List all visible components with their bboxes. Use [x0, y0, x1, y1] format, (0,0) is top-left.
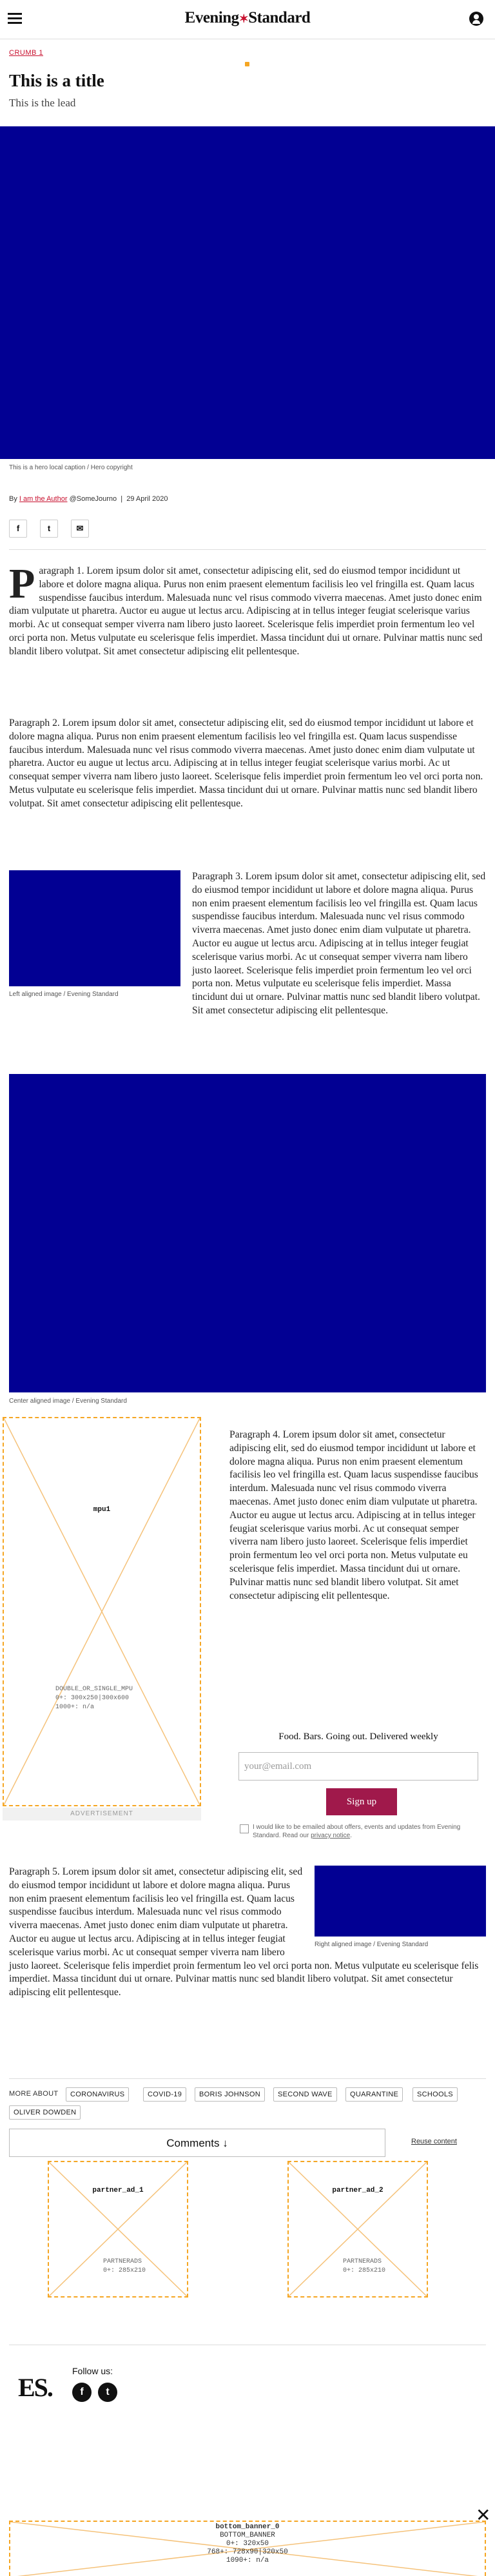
divider	[9, 2078, 486, 2079]
privacy-notice-link[interactable]: privacy notice	[311, 1832, 351, 1839]
partner-ad-2-name: partner_ad_2	[332, 2187, 383, 2194]
advertisement-label: ADVERTISEMENT	[70, 1810, 133, 1817]
bottom-banner-specs: bottom_banner_0 BOTTOM_BANNER 0+: 320x50…	[10, 2523, 485, 2565]
ad-placeholder-cross	[10, 2522, 485, 2576]
article-lead: This is the lead	[9, 97, 76, 109]
tag-quarantine[interactable]: QUARANTINE	[345, 2087, 403, 2102]
comments-label: Comments	[166, 2137, 220, 2149]
partner-ad-1[interactable]: partner_ad_1 PARTNERADS 0+: 285x210	[48, 2161, 188, 2298]
paragraph-4: Paragraph 4. Lorem ipsum dolor sit amet,…	[229, 1429, 478, 1601]
paragraph-5-text: Paragraph 5. Lorem ipsum dolor sit amet,…	[9, 1866, 479, 1998]
bottom-banner-spec-1: BOTTOM_BANNER	[220, 2532, 275, 2539]
sign-up-button[interactable]: Sign up	[326, 1788, 397, 1815]
site-logo[interactable]: Evening✶Standard	[184, 9, 311, 26]
hero-image	[0, 126, 495, 459]
email-icon[interactable]: ✉	[71, 520, 89, 538]
consent-copy: I would like to be emailed about offers,…	[253, 1824, 461, 1839]
mpu-ad[interactable]: mpu1 DOUBLE_OR_SINGLE_MPU 0+: 300x250|30…	[3, 1417, 201, 1806]
tag-oliver-dowden[interactable]: OLIVER DOWDEN	[9, 2105, 81, 2120]
drop-cap: P	[9, 560, 35, 607]
bottom-banner-name: bottom_banner_0	[215, 2523, 280, 2531]
ad-placeholder-cross	[289, 2162, 427, 2296]
bottom-banner-spec-4: 1090+: n/a	[226, 2557, 269, 2564]
reuse-content-link[interactable]: Reuse content	[411, 2138, 457, 2145]
arrow-down-icon: ↓	[222, 2137, 228, 2149]
center-aligned-image	[9, 1074, 486, 1392]
hero-caption: This is a hero local caption / Hero copy…	[9, 464, 133, 471]
mpu-spec-1: DOUBLE_OR_SINGLE_MPU	[55, 1686, 133, 1693]
bottom-banner-spec-3: 768+: 728x90|320x50	[207, 2548, 288, 2556]
byline-separator: |	[121, 495, 123, 503]
consent-end: .	[350, 1832, 352, 1839]
mpu-spec-3: 1000+: n/a	[55, 1704, 95, 1711]
partner-ad-1-spec-2: 0+: 285x210	[103, 2267, 146, 2274]
mpu-name: mpu1	[93, 1506, 111, 1514]
paragraph-3-text: Paragraph 3. Lorem ipsum dolor sit amet,…	[192, 871, 486, 1016]
paragraph-2: Paragraph 2. Lorem ipsum dolor sit amet,…	[9, 717, 483, 809]
left-image-caption: Left aligned image / Evening Standard	[9, 991, 119, 998]
ad-label-bar	[3, 1808, 201, 1820]
ad-marker	[245, 62, 249, 66]
mpu-specs: DOUBLE_OR_SINGLE_MPU 0+: 300x250|300x600…	[55, 1685, 133, 1712]
tag-boris-johnson[interactable]: BORIS JOHNSON	[195, 2087, 265, 2102]
breadcrumb[interactable]: CRUMB 1	[9, 49, 44, 57]
partner-ad-2-spec-1: PARTNERADS	[343, 2258, 382, 2265]
bottom-banner-ad[interactable]: bottom_banner_0 BOTTOM_BANNER 0+: 320x50…	[9, 2521, 486, 2576]
ad-placeholder-cross	[4, 1418, 200, 1805]
user-icon[interactable]	[469, 12, 483, 26]
partner-ad-2-specs: PARTNERADS 0+: 285x210	[343, 2258, 385, 2276]
hamburger-icon[interactable]	[8, 13, 22, 24]
facebook-icon[interactable]: f	[72, 2383, 92, 2402]
site-header: Evening✶Standard	[0, 0, 495, 39]
author-link[interactable]: I am the Author	[19, 495, 68, 503]
follow-us-label: Follow us:	[72, 2366, 113, 2376]
more-about-label: MORE ABOUT	[9, 2090, 59, 2098]
partner-ad-1-specs: PARTNERADS 0+: 285x210	[103, 2258, 146, 2276]
bottom-banner-spec-2: 0+: 320x50	[226, 2540, 269, 2548]
footer-logo[interactable]: ES.	[18, 2373, 53, 2402]
close-icon[interactable]: ✕	[476, 2505, 491, 2525]
ad-placeholder-cross	[49, 2162, 187, 2296]
partner-ad-1-name: partner_ad_1	[92, 2187, 144, 2194]
left-aligned-image	[9, 870, 180, 986]
comments-button[interactable]: Comments ↓	[9, 2129, 385, 2157]
partner-ad-1-spec-1: PARTNERADS	[103, 2258, 142, 2265]
tag-second-wave[interactable]: SECOND WAVE	[273, 2087, 337, 2102]
twitter-icon[interactable]: t	[98, 2383, 117, 2402]
byline-prefix: By	[9, 495, 17, 503]
tag-covid-19[interactable]: COVID-19	[143, 2087, 187, 2102]
publish-date: 29 April 2020	[126, 495, 168, 503]
partner-ad-2-spec-2: 0+: 285x210	[343, 2267, 386, 2274]
email-input[interactable]: your@email.com	[238, 1752, 478, 1781]
twitter-icon[interactable]: t	[40, 520, 58, 538]
partner-ad-2[interactable]: partner_ad_2 PARTNERADS 0+: 285x210	[287, 2161, 428, 2298]
center-image-caption: Center aligned image / Evening Standard	[9, 1398, 127, 1405]
paragraph-5: Paragraph 5. Lorem ipsum dolor sit amet,…	[9, 1866, 486, 2000]
byline: By I am the Author @SomeJourno | 29 Apri…	[9, 495, 168, 503]
consent-text: I would like to be emailed about offers,…	[253, 1823, 482, 1840]
author-handle[interactable]: @SomeJourno	[69, 495, 117, 503]
right-aligned-image	[315, 1866, 486, 1937]
paragraph-3: Paragraph 3. Lorem ipsum dolor sit amet,…	[9, 870, 486, 1018]
tag-coronavirus[interactable]: CORONAVIRUS	[66, 2087, 130, 2102]
right-image-caption: Right aligned image / Evening Standard	[315, 1941, 429, 1948]
consent-checkbox[interactable]	[240, 1824, 249, 1833]
newsletter-heading: Food. Bars. Going out. Delivered weekly	[278, 1732, 438, 1742]
tag-schools[interactable]: SCHOOLS	[412, 2087, 458, 2102]
article-title: This is a title	[9, 71, 104, 90]
paragraph-1-text: aragraph 1. Lorem ipsum dolor sit amet, …	[9, 565, 483, 657]
facebook-icon[interactable]: f	[9, 520, 27, 538]
divider	[9, 549, 486, 550]
mpu-spec-2: 0+: 300x250|300x600	[55, 1695, 130, 1702]
